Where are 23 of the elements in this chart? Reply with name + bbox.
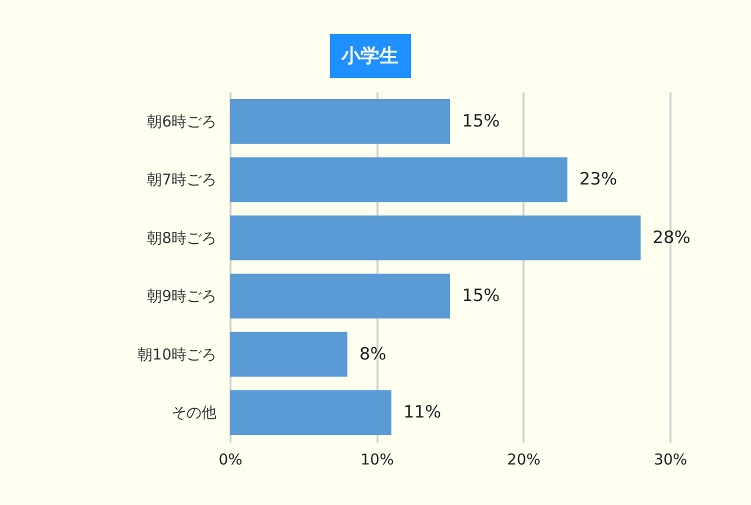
x-tick-label: 20% [507,450,541,468]
data-label: 8% [359,344,386,364]
y-tick-label: 朝6時ごろ [146,112,216,130]
data-label: 28% [652,228,690,248]
bar [230,157,568,202]
data-label: 23% [579,170,618,190]
y-tick-label: 朝10時ごろ [137,345,216,364]
data-label: 11% [403,402,442,423]
data-label: 15% [462,286,500,306]
bar [230,98,450,144]
bar [230,332,348,377]
bar [230,215,641,260]
x-tick-label: 10% [360,450,394,468]
bar [230,274,450,319]
y-tick-label: その他 [172,404,216,422]
x-tick-label: 30% [654,450,688,468]
bar [230,390,392,436]
x-tick-label: 0% [218,450,242,468]
y-tick-label: 朝8時ごろ [146,228,216,247]
data-label: 15% [462,111,500,132]
y-tick-label: 朝7時ごろ [146,170,216,189]
chart-title: 小学生 [340,45,398,67]
y-tick-label: 朝9時ごろ [146,287,216,306]
